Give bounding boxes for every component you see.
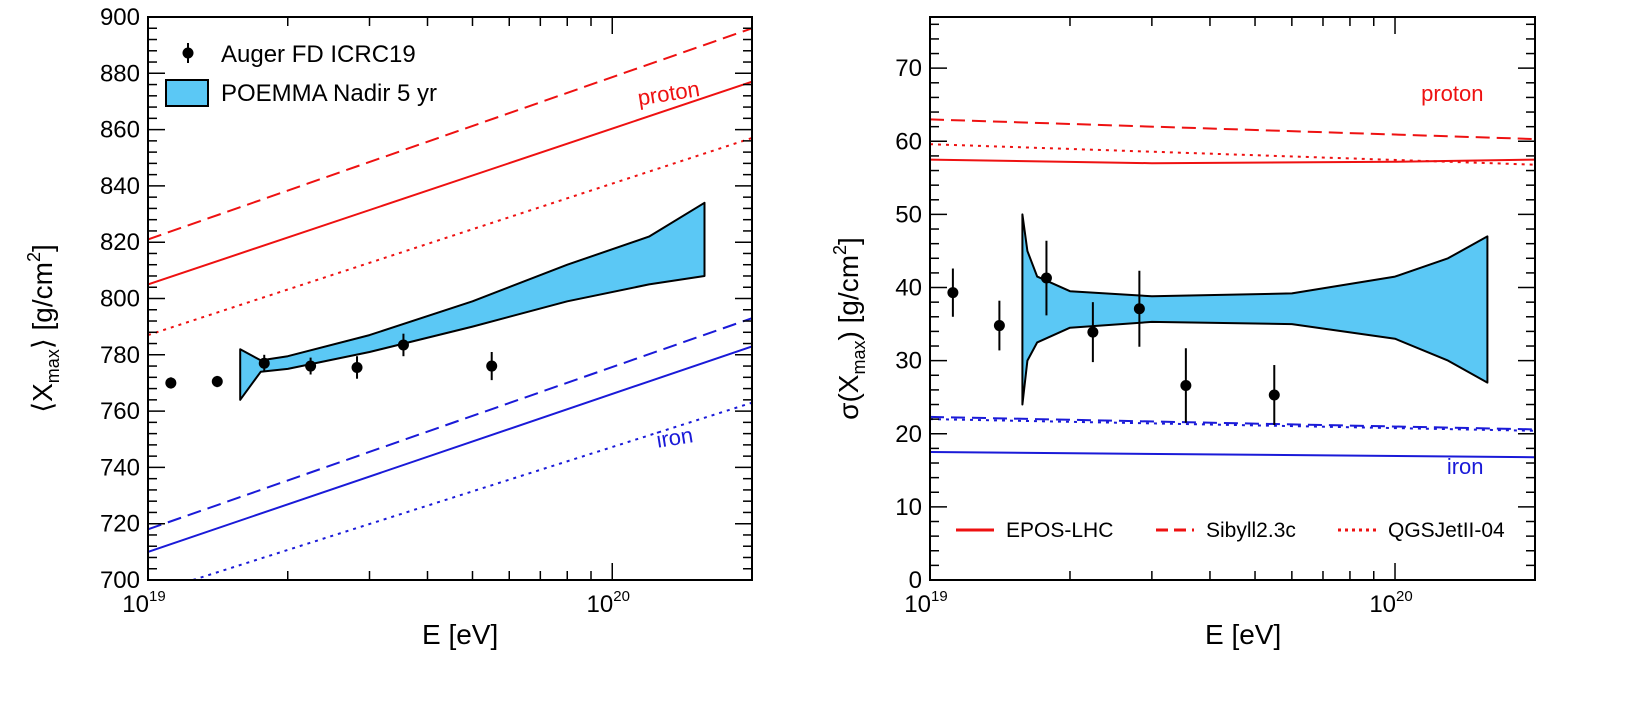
panel-right-x-tick-label: 1019 [904,588,947,618]
panel-right-x-axis-title: E [eV] [1205,619,1281,650]
panel-right-x-tick-label: 1020 [1369,588,1412,618]
panel-right-data-point [1040,272,1052,284]
panel-left-y-tick-label: 800 [100,286,140,313]
panel-right-y-tick-label: 70 [895,55,922,82]
panel-right-y-tick-label: 60 [895,128,922,155]
panel-left-y-tick-label: 740 [100,454,140,481]
panel-left-y-tick-label: 900 [100,4,140,31]
panel-left-data-point [486,360,498,372]
panel-left-data-point [305,360,317,372]
panel-right-series-line-3 [930,451,1535,459]
panel-left-x-tick-label: 1019 [122,588,165,618]
panel-left-y-tick-label: 700 [100,567,140,594]
panel-left-legend-band-swatch [165,79,209,107]
panel-left-y-tick-label: 760 [100,398,140,425]
panel-right-data-point [993,320,1005,332]
panel-right-legend-label: QGSJetII-04 [1388,519,1505,542]
panel-left-data-point [165,377,177,389]
panel-left-y-axis-title: ⟨Xmax⟩ [g/cm2] [24,244,63,413]
panel-right-data-point [1268,389,1280,401]
panel-right-legend: EPOS-LHC Sibyll2.3c QGSJetII-04 [956,519,1505,542]
panel-right-legend-label: EPOS-LHC [1006,519,1113,542]
panel-right-y-tick-label: 30 [895,348,922,375]
panel-right-data-point [947,287,959,299]
panel-right-series-line-5 [930,418,1535,432]
panel-left-x-axis-title: E [eV] [422,619,498,650]
panel-left-series-line-0 [148,80,752,286]
panel-right-legend-label: Sibyll2.3c [1206,519,1296,542]
panel-right-y-tick-label: 10 [895,494,922,521]
panel-right-series-line-4 [930,415,1535,431]
panel-left-y-tick-label: 820 [100,229,140,256]
panel-left: 700 720 740 760 780 800 820 840 860 880 900 1019 102… [24,4,753,650]
panel-right-annotation-0: proton [1421,81,1483,106]
panel-left-y-tick-label: 860 [100,117,140,144]
panel-left-data-point [258,357,270,369]
panel-left-y-tick-label: 880 [100,60,140,87]
panel-left-legend: Auger FD ICRC19 POEMMA Nadir 5 yr [165,41,437,107]
panel-right-data-point [1133,303,1145,315]
panel-right-y-tick-label: 40 [895,275,922,302]
panel-right-annotation-1: iron [1447,454,1484,479]
panel-left-series-line-3 [148,345,752,553]
panel-right-y-tick-label: 20 [895,421,922,448]
panel-left-legend-label: Auger FD ICRC19 [221,41,416,68]
panel-left-annotation-0: proton [636,76,702,110]
panel-right-y-tick-label: 0 [909,567,922,594]
panel-right-data-point [1180,380,1192,392]
panel-left-data-point [211,376,223,388]
panel-left-data-point [351,361,363,373]
panel-left-y-tick-label: 780 [100,342,140,369]
panel-left-poemma-band [239,201,706,401]
panel-left-plot-area [148,27,752,580]
panel-left-x-tick-label: 1020 [587,588,630,618]
panel-right-plot-area [930,118,1535,459]
panel-left-legend-marker [182,47,194,59]
panel-left-data-point [397,339,409,351]
panel-right-series-line-0 [930,158,1535,165]
panel-left-y-tick-label: 840 [100,173,140,200]
panel-left-series-line-4 [148,317,752,531]
panel-left-annotation-1: iron [655,422,695,452]
panel-left-series-line-1 [148,27,752,241]
panel-right-y-axis-title: σ(Xmax) [g/cm2] [830,237,869,420]
panel-right-data-point [1087,326,1099,338]
panel-right-y-tick-label: 50 [895,201,922,228]
panel-left-series-line-2 [148,137,752,337]
panel-right-poemma-band [1021,213,1489,406]
panel-right-series-line-1 [930,118,1535,141]
panel-right-frame [929,16,1536,581]
panel-left-series-line-5 [192,401,752,580]
panel-left-legend-label: POEMMA Nadir 5 yr [221,80,437,107]
panel-right-series-line-2 [930,143,1535,166]
panel-left-y-tick-label: 720 [100,511,140,538]
